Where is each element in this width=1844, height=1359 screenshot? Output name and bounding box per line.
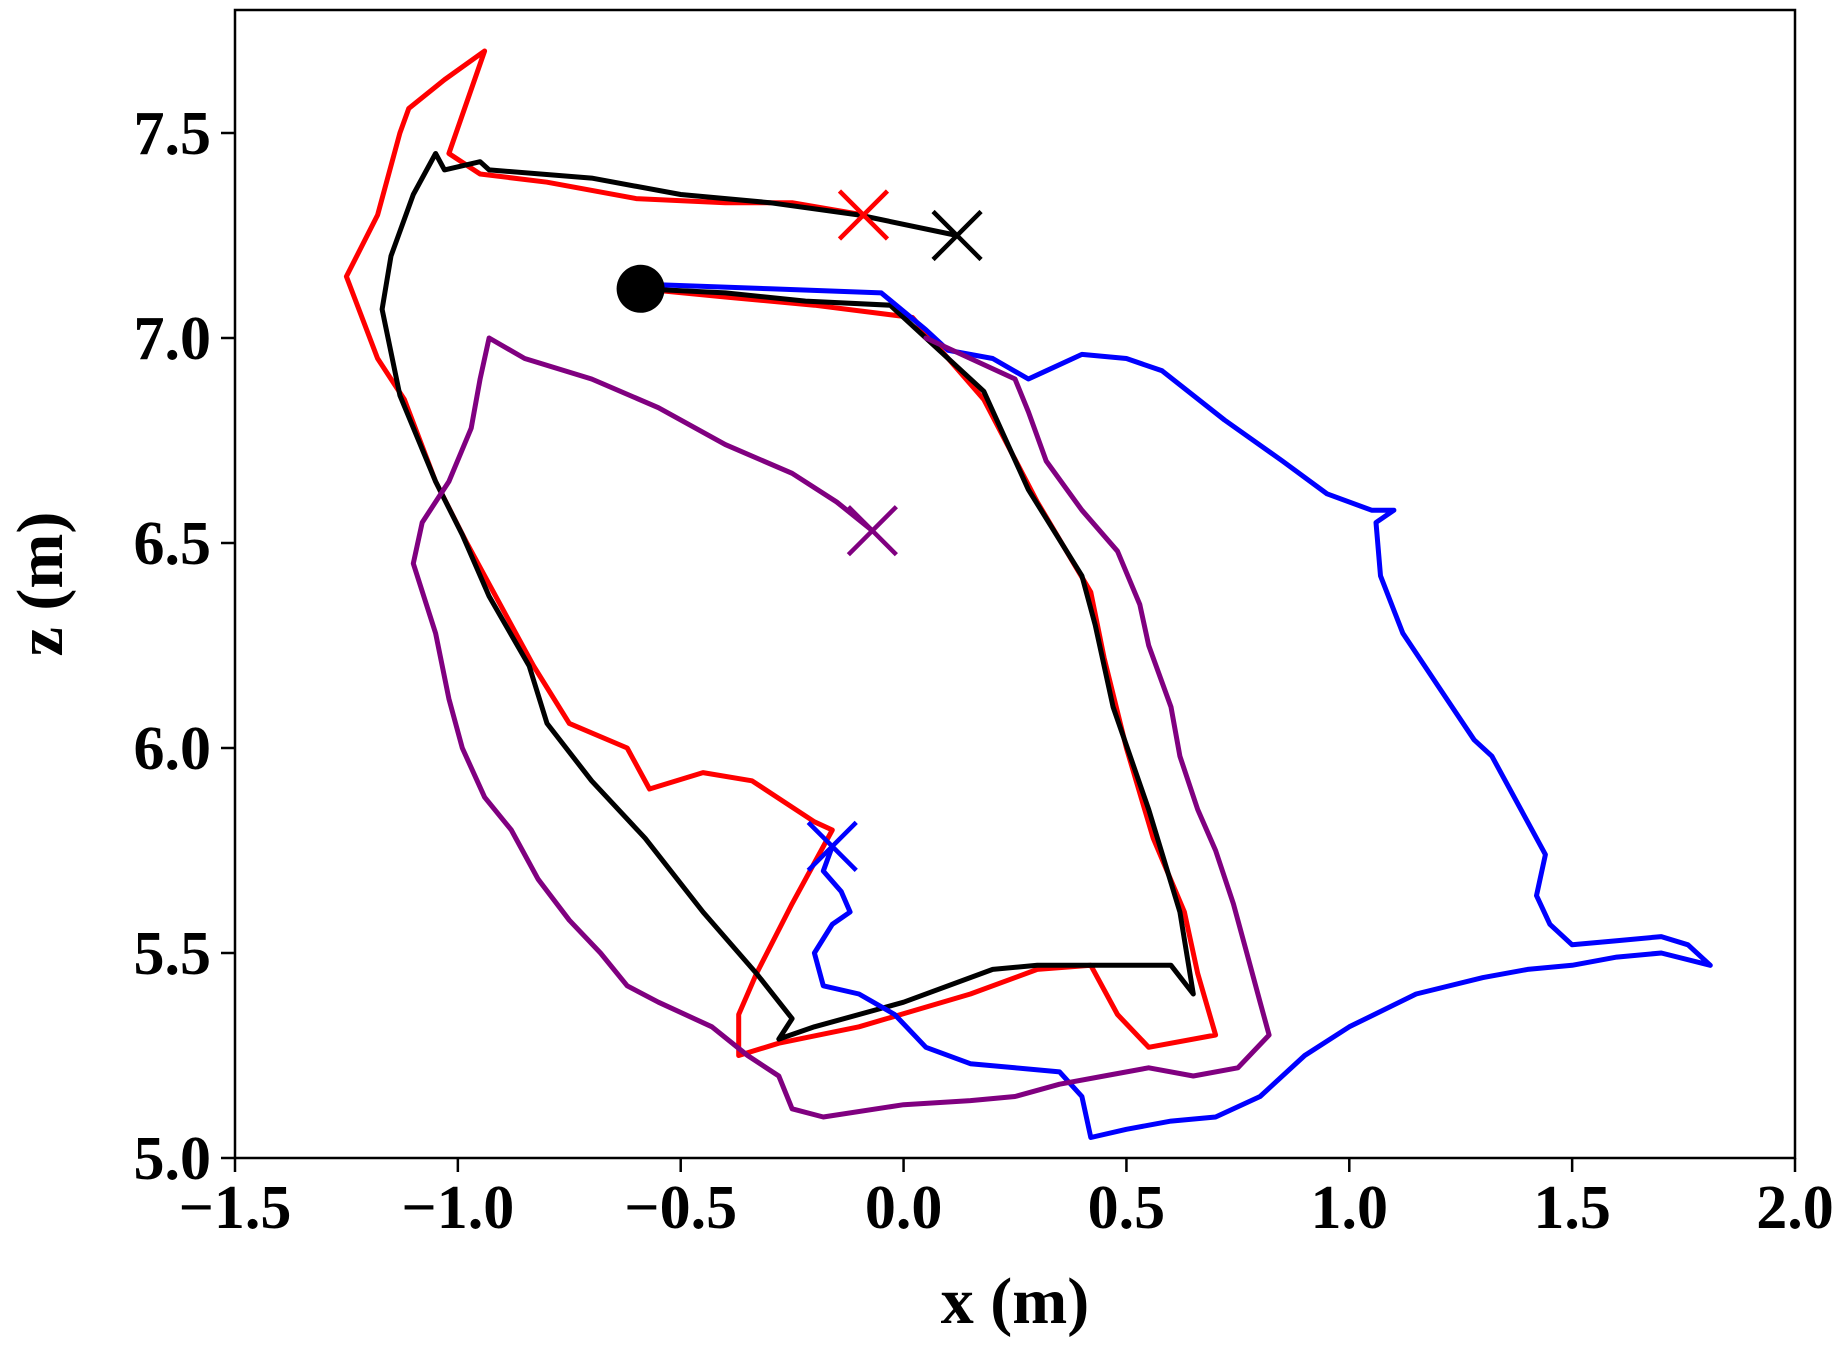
start-point-marker [616, 264, 665, 313]
plot-frame [233, 8, 1797, 1160]
x-axis-label: x (m) [941, 1265, 1089, 1338]
y-tick-label: 5.0 [134, 1125, 212, 1193]
y-tick-label: 7.5 [134, 100, 212, 168]
end-marker-4 [846, 505, 898, 557]
y-axis-label: z (m) [4, 512, 77, 657]
y-axis-ticks: 5.0 5.5 6.0 6.5 7.0 7.5 [134, 100, 235, 1193]
x-tick-label: −1.0 [401, 1174, 514, 1242]
x-tick-label: 2.0 [1756, 1174, 1834, 1242]
x-tick-label: 0.0 [865, 1174, 943, 1242]
y-tick-label: 7.0 [134, 305, 212, 373]
x-axis-ticks: −1.5 −1.0 −0.5 0.0 0.5 1.0 1.5 2.0 [179, 1158, 1834, 1242]
x-tick-label: −1.5 [179, 1174, 292, 1242]
y-tick-label: 6.0 [134, 715, 212, 783]
x-tick-label: 0.5 [1088, 1174, 1166, 1242]
series-layer [343, 48, 1713, 1140]
end-marker-2 [931, 209, 983, 262]
trajectory-line-4 [410, 335, 1272, 1120]
x-tick-label: 1.5 [1533, 1174, 1611, 1242]
y-tick-label: 5.5 [134, 920, 212, 988]
trajectory-line-2 [379, 151, 1196, 1042]
x-tick-label: −0.5 [624, 1174, 737, 1242]
y-tick-label: 6.5 [134, 510, 212, 578]
end-marker-3 [806, 820, 858, 872]
trajectory-line-3 [655, 282, 1713, 1140]
marker-layer [616, 189, 983, 872]
end-marker-1 [837, 189, 890, 241]
x-tick-label: 1.0 [1311, 1174, 1389, 1242]
